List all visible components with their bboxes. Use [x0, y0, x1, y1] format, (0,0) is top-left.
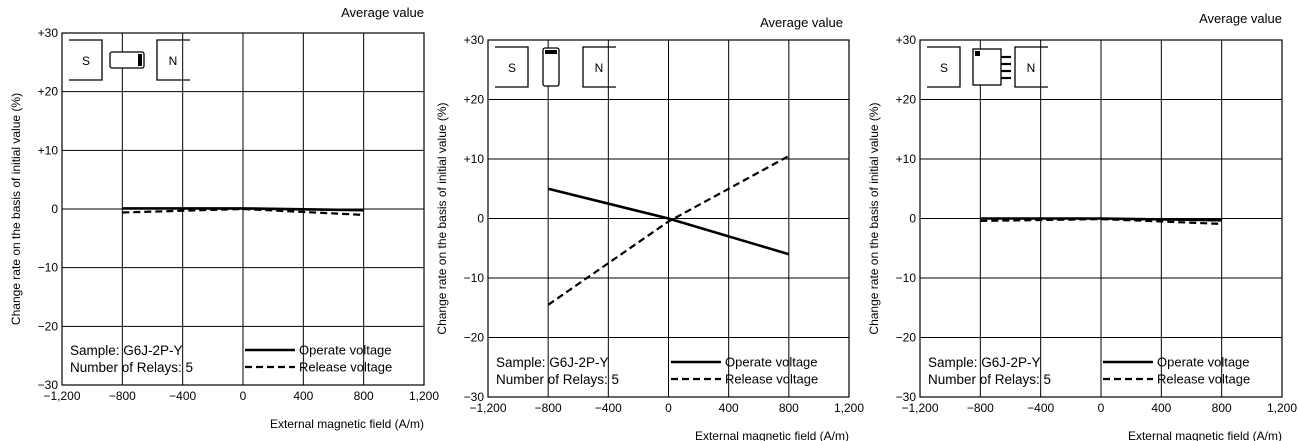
- x-tick-label: −400: [169, 389, 196, 403]
- magnet-n-label: N: [169, 54, 178, 68]
- y-tick-label: −10: [38, 261, 59, 275]
- x-tick-label: −1,200: [469, 401, 506, 415]
- relay-marker: [975, 51, 980, 56]
- x-tick-label: 400: [1151, 401, 1171, 415]
- series-line-release: [122, 207, 364, 216]
- relay-body: [972, 48, 1002, 86]
- x-tick-label: −400: [1027, 401, 1054, 415]
- magnet-s-label: S: [82, 54, 90, 68]
- x-axis-title: External magnetic field (A/m): [1128, 429, 1282, 441]
- x-tick-label: 800: [779, 401, 799, 415]
- magnet-s-bracket: [69, 39, 103, 81]
- sample-label: Sample: G6J-2P-Y: [496, 355, 609, 370]
- y-tick-label: 0: [909, 212, 916, 226]
- x-tick-label: 0: [1098, 401, 1105, 415]
- chart-1: −1,200 −800 −400 0 400 800 1,200 +30 +20 +10 0 −10 −…: [9, 5, 439, 431]
- relay-marker: [138, 54, 142, 66]
- x-tick-label: 0: [665, 401, 672, 415]
- chart-title: Average value: [760, 15, 843, 30]
- x-axis-title: External magnetic field (A/m): [695, 429, 849, 441]
- y-tick-label: +10: [38, 143, 59, 157]
- chart-2: −1,200 −800 −400 0 400 800 1,200 +30 +20 +10 0 −10 −…: [435, 15, 864, 441]
- magnet-n-bracket: [582, 46, 616, 88]
- x-tick-label: 1,200: [1267, 401, 1297, 415]
- y-tick-label: +10: [896, 152, 917, 166]
- series-line-release: [547, 155, 790, 306]
- series-line-operate: [980, 217, 1222, 222]
- magnet-n-label: N: [1027, 61, 1036, 75]
- x-tick-label: −1,200: [901, 401, 938, 415]
- y-tick-label: −30: [38, 378, 59, 392]
- relay-body: [109, 51, 145, 69]
- relay-count-label: Number of Relays: 5: [496, 372, 619, 387]
- legend-label-release: Release voltage: [725, 372, 818, 387]
- y-tick-label: −10: [464, 271, 485, 285]
- y-tick-label: +30: [896, 33, 917, 47]
- x-tick-label: −800: [967, 401, 994, 415]
- y-axis-title: Change rate on the basis of initial valu…: [435, 102, 449, 334]
- x-tick-label: 1,200: [409, 389, 439, 403]
- legend-label-operate: Operate voltage: [299, 343, 392, 358]
- x-axis-title: External magnetic field (A/m): [270, 417, 424, 431]
- x-tick-label: −1,200: [43, 389, 80, 403]
- chart-title: Average value: [341, 5, 424, 20]
- series-line-operate: [122, 207, 364, 212]
- magnet-s-bracket: [927, 46, 961, 88]
- relay-count-label: Number of Relays: 5: [70, 360, 193, 375]
- legend-label-release: Release voltage: [299, 360, 392, 375]
- plot-frame: [487, 39, 850, 398]
- magnet-n-bracket: [156, 39, 190, 81]
- sample-label: Sample: G6J-2P-Y: [70, 343, 183, 358]
- x-tick-label: −800: [535, 401, 562, 415]
- x-tick-label: 400: [293, 389, 313, 403]
- series-line-operate: [547, 187, 790, 256]
- sample-label: Sample: G6J-2P-Y: [928, 355, 1041, 370]
- y-tick-label: 0: [51, 202, 58, 216]
- magnet-s-bracket: [495, 46, 529, 88]
- y-tick-label: +20: [896, 93, 917, 107]
- plot-frame: [61, 32, 425, 386]
- y-tick-label: +20: [464, 93, 485, 107]
- x-tick-label: 800: [354, 389, 374, 403]
- y-tick-label: −30: [896, 390, 917, 404]
- y-tick-label: 0: [477, 212, 484, 226]
- x-tick-label: −800: [109, 389, 136, 403]
- legend-label-operate: Operate voltage: [725, 355, 818, 370]
- x-tick-label: −400: [595, 401, 622, 415]
- chart-title: Average value: [1199, 11, 1282, 26]
- y-tick-label: −30: [464, 390, 485, 404]
- legend-label-operate: Operate voltage: [1157, 355, 1250, 370]
- relay-count-label: Number of Relays: 5: [928, 372, 1051, 387]
- x-tick-label: 1,200: [834, 401, 864, 415]
- y-axis-title: Change rate on the basis of initial valu…: [867, 102, 881, 334]
- y-tick-label: −20: [896, 331, 917, 345]
- magnet-n-label: N: [595, 61, 604, 75]
- y-tick-label: +30: [38, 26, 59, 40]
- x-tick-label: 800: [1212, 401, 1232, 415]
- magnet-s-label: S: [940, 61, 948, 75]
- relay-marker: [545, 50, 557, 54]
- relay-body: [542, 47, 560, 87]
- y-tick-label: −10: [896, 271, 917, 285]
- y-axis-title: Change rate on the basis of initial valu…: [9, 93, 23, 325]
- y-tick-label: −20: [38, 319, 59, 333]
- series-line-release: [980, 217, 1222, 225]
- magnet-n-bracket: [1014, 46, 1048, 88]
- y-tick-label: +20: [38, 85, 59, 99]
- x-tick-label: 400: [719, 401, 739, 415]
- chart-3: −1,200 −800 −400 0 400 800 1,200 +30 +20 +10 0 −10 −…: [867, 11, 1297, 441]
- magnet-s-label: S: [508, 61, 516, 75]
- y-tick-label: +10: [464, 152, 485, 166]
- x-tick-label: 0: [240, 389, 247, 403]
- y-tick-label: −20: [464, 331, 485, 345]
- y-tick-label: +30: [464, 33, 485, 47]
- legend-label-release: Release voltage: [1157, 372, 1250, 387]
- plot-frame: [919, 39, 1283, 398]
